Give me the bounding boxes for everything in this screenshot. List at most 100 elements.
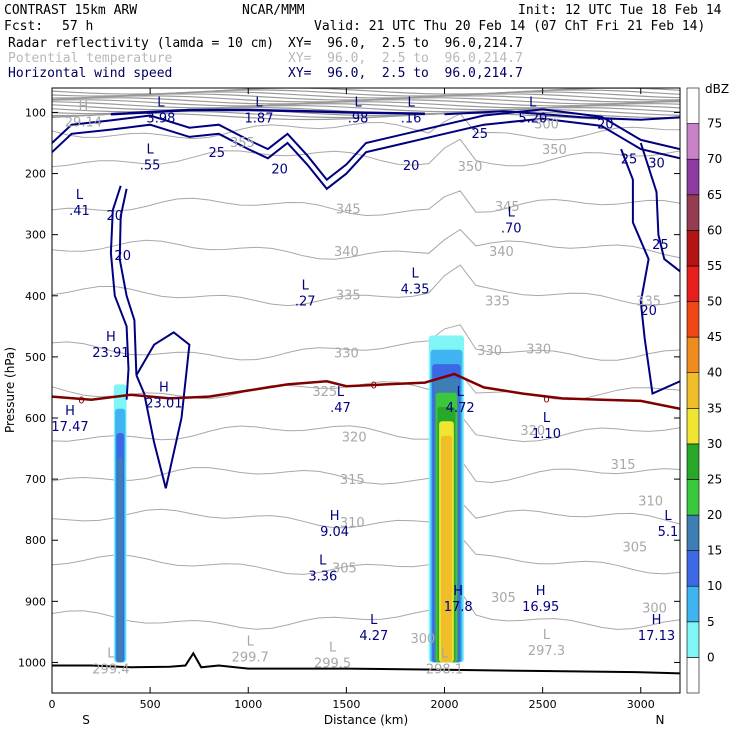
colorbar-bin [686,230,700,267]
theta-330-line [52,324,680,361]
colorbar-tick-label: 75 [707,117,722,131]
y-tick-label: 200 [25,168,46,181]
colorbar-bin [686,550,700,587]
theta-345-line [52,190,680,217]
wind-contour-right-a [620,148,680,396]
extremum-high-marker: H [65,404,75,419]
theta-label: 305 [622,540,647,555]
colorbar-tick-label: 35 [707,401,722,415]
wind-contour-loop [135,331,191,489]
extremum-value: 299.4 [92,663,129,678]
theta-contours [52,113,680,630]
colorbar-bin [686,585,700,623]
theta-355-line [52,113,680,141]
x-end-label-north: N [656,713,665,727]
extremum-value: .27 [295,295,316,310]
colorbar-bin [686,265,700,302]
theta-label: 305 [332,562,357,577]
colorbar-bin [686,514,700,551]
colorbar-bin [686,194,700,231]
theta-315-line [52,458,680,485]
wind-contours [52,108,680,489]
theta-label: 355 [230,136,255,151]
extremum-low-marker: L [302,279,310,294]
field-name-reflectivity: Radar reflectivity (lamda = 10 cm) [8,36,275,51]
colorbar-bin [686,158,700,196]
extremum-value: 1.10 [532,427,561,442]
y-tick-label: 800 [25,534,46,547]
x-tick-label: 3000 [627,698,655,711]
freezing-level [52,372,680,411]
extremum-low-marker: L [146,142,154,157]
colorbar-tick-label: 5 [707,615,715,629]
y-tick-label: 500 [25,351,46,364]
theta-label: 340 [334,245,359,260]
wind-label: 25 [652,238,669,253]
theta-335-line [52,264,680,307]
x-tick-label: 0 [49,698,56,711]
y-tick-label: 100 [25,106,46,119]
colorbar-tick-label: 15 [707,544,722,558]
plot-frame [51,87,681,694]
extremum-low-marker: L [529,95,537,110]
field-xy-reflectivity: XY= 96.0, 2.5 to 96.0,214.7 [288,36,523,51]
y-tick-label: 600 [25,412,46,425]
theta-label: 300 [410,632,435,647]
wind-core-b [444,110,680,121]
extremum-low-marker: L [457,385,465,400]
extremum-value: 9.04 [320,525,349,540]
colorbar-bin [686,87,700,124]
extremum-low-marker: L [370,613,378,628]
theta-300-line [52,590,680,630]
colorbar-tick-label: 25 [707,473,722,487]
theta-label: 340 [489,245,514,260]
extremum-value: 298.1 [426,663,463,678]
field-xy-theta: XY= 96.0, 2.5 to 96.0,214.7 [288,51,523,66]
extremum-value: 4.72 [446,401,475,416]
freezing-level-line [52,372,680,411]
colorbar-bin [686,301,700,338]
wind-label: 25 [621,152,638,167]
colorbar-bin [686,372,700,409]
field-name-wind: Horizontal wind speed [8,66,173,81]
colorbar-tick-label: 45 [707,330,722,344]
reflectivity-column-1-level-20 [117,457,123,663]
colorbar-bin [686,123,700,160]
theta-label: 345 [495,200,520,215]
theta-label: 330 [477,344,502,359]
extremum-value: .16 [401,111,422,126]
extremum-low-marker: L [441,647,449,662]
x-tick-label: 1000 [234,698,262,711]
freezing-label-mid: 0 [371,380,377,391]
x-tick-label: 500 [140,698,161,711]
wind-contour-25 [52,108,680,182]
extremum-value: 5.1 [658,525,679,540]
extremum-low-marker: L [329,640,337,655]
theta-label: 300 [534,117,559,132]
colorbar-bin [686,443,700,480]
y-tick-label: 300 [25,229,46,242]
theta-label: 300 [642,601,667,616]
axes: 0 500 1000 1500 2000 2500 30001002003004005006… [3,87,681,727]
extremum-value: 4.35 [401,282,430,297]
wind-contour-left-a [109,185,130,400]
extremum-low-marker: L [157,95,165,110]
theta-label: 350 [542,143,567,158]
extremum-value: .41 [69,204,90,219]
colorbar-bin [686,657,700,694]
colorbar-tick-label: 65 [707,188,722,202]
extremum-value: 297.3 [528,644,565,659]
extremum-low-marker: L [319,554,327,569]
extremum-value: 23.91 [92,346,129,361]
forecast-hours: 57 h [62,19,94,34]
stratosphere-isentrope [52,99,680,107]
contour-labels: 0 0 0 300 350 355 350 345 345 340 340 335 335 335 330 3… [51,95,678,677]
extremum-value: 3.36 [308,570,337,585]
field-name-theta: Potential temperature [8,51,173,66]
colorbar-tick-label: 30 [707,437,722,451]
extremum-low-marker: L [508,205,516,220]
theta-label: 310 [638,495,663,510]
colorbar-bin [686,407,700,445]
extremum-value: .70 [501,221,522,236]
